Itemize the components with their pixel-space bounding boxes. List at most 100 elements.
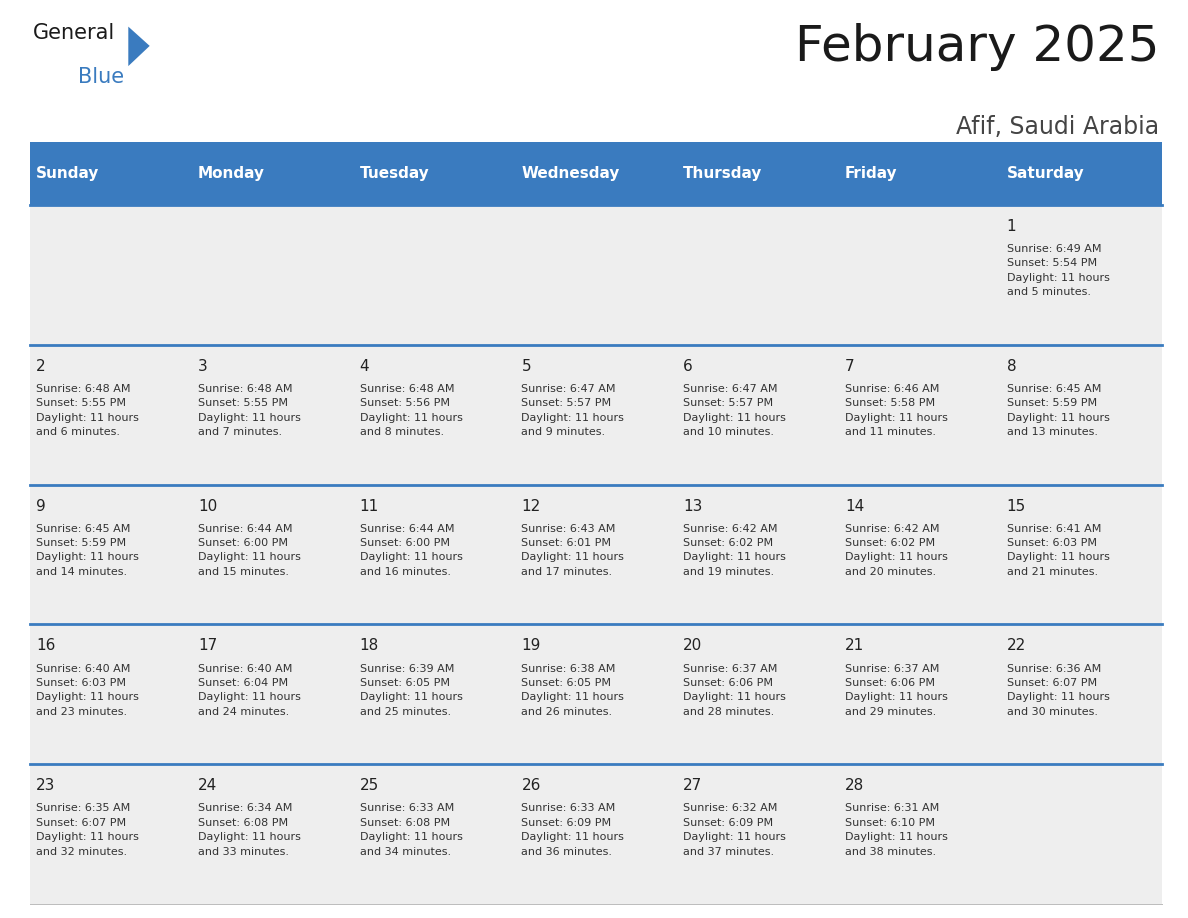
Bar bbox=[1000, 624, 1162, 765]
Text: Sunrise: 6:41 AM
Sunset: 6:03 PM
Daylight: 11 hours
and 21 minutes.: Sunrise: 6:41 AM Sunset: 6:03 PM Dayligh… bbox=[1006, 523, 1110, 577]
Text: 13: 13 bbox=[683, 498, 702, 513]
Bar bbox=[191, 142, 353, 205]
Text: Wednesday: Wednesday bbox=[522, 166, 620, 181]
Bar bbox=[839, 624, 1000, 765]
Text: 16: 16 bbox=[36, 638, 56, 654]
Text: 25: 25 bbox=[360, 778, 379, 793]
Text: 21: 21 bbox=[845, 638, 864, 654]
Text: 10: 10 bbox=[198, 498, 217, 513]
Text: 28: 28 bbox=[845, 778, 864, 793]
Text: Sunrise: 6:32 AM
Sunset: 6:09 PM
Daylight: 11 hours
and 37 minutes.: Sunrise: 6:32 AM Sunset: 6:09 PM Dayligh… bbox=[683, 803, 786, 856]
Text: 18: 18 bbox=[360, 638, 379, 654]
Text: 11: 11 bbox=[360, 498, 379, 513]
Text: 23: 23 bbox=[36, 778, 56, 793]
Bar bbox=[677, 344, 839, 485]
Text: Sunrise: 6:46 AM
Sunset: 5:58 PM
Daylight: 11 hours
and 11 minutes.: Sunrise: 6:46 AM Sunset: 5:58 PM Dayligh… bbox=[845, 384, 948, 437]
Text: Sunrise: 6:38 AM
Sunset: 6:05 PM
Daylight: 11 hours
and 26 minutes.: Sunrise: 6:38 AM Sunset: 6:05 PM Dayligh… bbox=[522, 664, 624, 717]
Text: Sunrise: 6:33 AM
Sunset: 6:08 PM
Daylight: 11 hours
and 34 minutes.: Sunrise: 6:33 AM Sunset: 6:08 PM Dayligh… bbox=[360, 803, 462, 856]
Text: 5: 5 bbox=[522, 359, 531, 374]
Text: 22: 22 bbox=[1006, 638, 1026, 654]
Bar bbox=[353, 205, 514, 344]
Text: 3: 3 bbox=[198, 359, 208, 374]
Text: 17: 17 bbox=[198, 638, 217, 654]
Bar bbox=[839, 765, 1000, 904]
Text: Sunrise: 6:48 AM
Sunset: 5:55 PM
Daylight: 11 hours
and 7 minutes.: Sunrise: 6:48 AM Sunset: 5:55 PM Dayligh… bbox=[198, 384, 301, 437]
Text: 4: 4 bbox=[360, 359, 369, 374]
Bar bbox=[191, 765, 353, 904]
Text: Sunrise: 6:40 AM
Sunset: 6:04 PM
Daylight: 11 hours
and 24 minutes.: Sunrise: 6:40 AM Sunset: 6:04 PM Dayligh… bbox=[198, 664, 301, 717]
Text: Sunrise: 6:39 AM
Sunset: 6:05 PM
Daylight: 11 hours
and 25 minutes.: Sunrise: 6:39 AM Sunset: 6:05 PM Dayligh… bbox=[360, 664, 462, 717]
Text: Sunrise: 6:49 AM
Sunset: 5:54 PM
Daylight: 11 hours
and 5 minutes.: Sunrise: 6:49 AM Sunset: 5:54 PM Dayligh… bbox=[1006, 244, 1110, 297]
Text: Afif, Saudi Arabia: Afif, Saudi Arabia bbox=[956, 115, 1159, 139]
Text: Sunday: Sunday bbox=[36, 166, 100, 181]
Bar bbox=[30, 624, 191, 765]
Text: Sunrise: 6:45 AM
Sunset: 5:59 PM
Daylight: 11 hours
and 14 minutes.: Sunrise: 6:45 AM Sunset: 5:59 PM Dayligh… bbox=[36, 523, 139, 577]
Bar bbox=[839, 344, 1000, 485]
Text: Sunrise: 6:43 AM
Sunset: 6:01 PM
Daylight: 11 hours
and 17 minutes.: Sunrise: 6:43 AM Sunset: 6:01 PM Dayligh… bbox=[522, 523, 624, 577]
Bar bbox=[514, 344, 677, 485]
Bar bbox=[1000, 765, 1162, 904]
Bar bbox=[677, 142, 839, 205]
Text: 9: 9 bbox=[36, 498, 46, 513]
Bar bbox=[514, 624, 677, 765]
Text: Sunrise: 6:44 AM
Sunset: 6:00 PM
Daylight: 11 hours
and 16 minutes.: Sunrise: 6:44 AM Sunset: 6:00 PM Dayligh… bbox=[360, 523, 462, 577]
Text: 1: 1 bbox=[1006, 218, 1016, 234]
Polygon shape bbox=[128, 27, 150, 66]
Bar bbox=[30, 205, 191, 344]
Text: Sunrise: 6:47 AM
Sunset: 5:57 PM
Daylight: 11 hours
and 10 minutes.: Sunrise: 6:47 AM Sunset: 5:57 PM Dayligh… bbox=[683, 384, 786, 437]
Bar bbox=[514, 485, 677, 624]
Bar bbox=[1000, 485, 1162, 624]
Text: Sunrise: 6:36 AM
Sunset: 6:07 PM
Daylight: 11 hours
and 30 minutes.: Sunrise: 6:36 AM Sunset: 6:07 PM Dayligh… bbox=[1006, 664, 1110, 717]
Bar bbox=[839, 485, 1000, 624]
Text: Sunrise: 6:44 AM
Sunset: 6:00 PM
Daylight: 11 hours
and 15 minutes.: Sunrise: 6:44 AM Sunset: 6:00 PM Dayligh… bbox=[198, 523, 301, 577]
Bar bbox=[353, 765, 514, 904]
Text: Sunrise: 6:45 AM
Sunset: 5:59 PM
Daylight: 11 hours
and 13 minutes.: Sunrise: 6:45 AM Sunset: 5:59 PM Dayligh… bbox=[1006, 384, 1110, 437]
Bar bbox=[353, 485, 514, 624]
Text: 2: 2 bbox=[36, 359, 46, 374]
Bar bbox=[514, 142, 677, 205]
Text: 12: 12 bbox=[522, 498, 541, 513]
Text: Sunrise: 6:40 AM
Sunset: 6:03 PM
Daylight: 11 hours
and 23 minutes.: Sunrise: 6:40 AM Sunset: 6:03 PM Dayligh… bbox=[36, 664, 139, 717]
Bar bbox=[1000, 205, 1162, 344]
Text: Tuesday: Tuesday bbox=[360, 166, 429, 181]
Text: Sunrise: 6:34 AM
Sunset: 6:08 PM
Daylight: 11 hours
and 33 minutes.: Sunrise: 6:34 AM Sunset: 6:08 PM Dayligh… bbox=[198, 803, 301, 856]
Text: General: General bbox=[33, 23, 115, 43]
Bar bbox=[191, 624, 353, 765]
Bar bbox=[191, 344, 353, 485]
Text: Sunrise: 6:42 AM
Sunset: 6:02 PM
Daylight: 11 hours
and 19 minutes.: Sunrise: 6:42 AM Sunset: 6:02 PM Dayligh… bbox=[683, 523, 786, 577]
Bar bbox=[191, 485, 353, 624]
Bar bbox=[30, 142, 191, 205]
Text: 24: 24 bbox=[198, 778, 217, 793]
Text: Sunrise: 6:48 AM
Sunset: 5:56 PM
Daylight: 11 hours
and 8 minutes.: Sunrise: 6:48 AM Sunset: 5:56 PM Dayligh… bbox=[360, 384, 462, 437]
Bar bbox=[353, 142, 514, 205]
Bar bbox=[30, 344, 191, 485]
Text: Monday: Monday bbox=[198, 166, 265, 181]
Bar bbox=[514, 205, 677, 344]
Text: Saturday: Saturday bbox=[1006, 166, 1085, 181]
Text: Sunrise: 6:42 AM
Sunset: 6:02 PM
Daylight: 11 hours
and 20 minutes.: Sunrise: 6:42 AM Sunset: 6:02 PM Dayligh… bbox=[845, 523, 948, 577]
Text: 27: 27 bbox=[683, 778, 702, 793]
Text: Sunrise: 6:35 AM
Sunset: 6:07 PM
Daylight: 11 hours
and 32 minutes.: Sunrise: 6:35 AM Sunset: 6:07 PM Dayligh… bbox=[36, 803, 139, 856]
Text: Sunrise: 6:47 AM
Sunset: 5:57 PM
Daylight: 11 hours
and 9 minutes.: Sunrise: 6:47 AM Sunset: 5:57 PM Dayligh… bbox=[522, 384, 624, 437]
Text: 6: 6 bbox=[683, 359, 693, 374]
Bar bbox=[514, 765, 677, 904]
Text: Friday: Friday bbox=[845, 166, 897, 181]
Text: 8: 8 bbox=[1006, 359, 1016, 374]
Text: 14: 14 bbox=[845, 498, 864, 513]
Bar bbox=[30, 765, 191, 904]
Text: 20: 20 bbox=[683, 638, 702, 654]
Text: 26: 26 bbox=[522, 778, 541, 793]
Text: Sunrise: 6:31 AM
Sunset: 6:10 PM
Daylight: 11 hours
and 38 minutes.: Sunrise: 6:31 AM Sunset: 6:10 PM Dayligh… bbox=[845, 803, 948, 856]
Text: Thursday: Thursday bbox=[683, 166, 763, 181]
Text: 19: 19 bbox=[522, 638, 541, 654]
Text: February 2025: February 2025 bbox=[795, 23, 1159, 71]
Bar bbox=[30, 485, 191, 624]
Bar bbox=[839, 205, 1000, 344]
Bar bbox=[677, 624, 839, 765]
Bar bbox=[677, 205, 839, 344]
Text: Sunrise: 6:33 AM
Sunset: 6:09 PM
Daylight: 11 hours
and 36 minutes.: Sunrise: 6:33 AM Sunset: 6:09 PM Dayligh… bbox=[522, 803, 624, 856]
Bar bbox=[1000, 142, 1162, 205]
Bar bbox=[677, 765, 839, 904]
Text: Blue: Blue bbox=[78, 67, 125, 87]
Text: Sunrise: 6:48 AM
Sunset: 5:55 PM
Daylight: 11 hours
and 6 minutes.: Sunrise: 6:48 AM Sunset: 5:55 PM Dayligh… bbox=[36, 384, 139, 437]
